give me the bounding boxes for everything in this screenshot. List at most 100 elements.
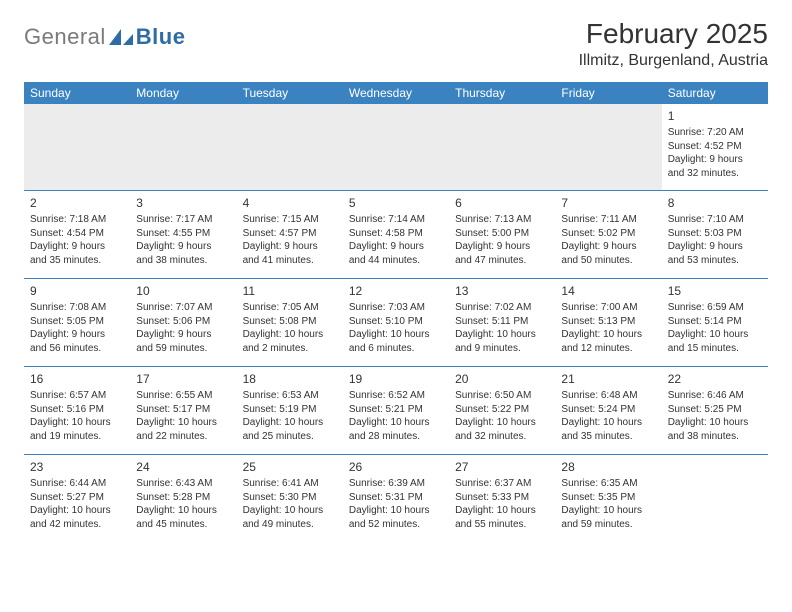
day-dl1-text: Daylight: 10 hours [243,328,337,342]
title-block: February 2025 Illmitz, Burgenland, Austr… [579,18,768,70]
calendar-day-cell: 25Sunrise: 6:41 AMSunset: 5:30 PMDayligh… [237,455,343,543]
calendar-day-cell: 19Sunrise: 6:52 AMSunset: 5:21 PMDayligh… [343,367,449,455]
day-sunrise-text: Sunrise: 6:59 AM [668,301,762,315]
day-sunset-text: Sunset: 5:27 PM [30,491,124,505]
day-number: 22 [668,371,762,387]
day-dl1-text: Daylight: 10 hours [349,504,443,518]
day-dl1-text: Daylight: 10 hours [30,416,124,430]
day-dl2-text: and 9 minutes. [455,342,549,356]
day-dl2-text: and 59 minutes. [136,342,230,356]
calendar-day-cell: 22Sunrise: 6:46 AMSunset: 5:25 PMDayligh… [662,367,768,455]
calendar-day-cell: 16Sunrise: 6:57 AMSunset: 5:16 PMDayligh… [24,367,130,455]
day-sunset-text: Sunset: 5:02 PM [561,227,655,241]
day-sunrise-text: Sunrise: 6:57 AM [30,389,124,403]
day-sunrise-text: Sunrise: 7:07 AM [136,301,230,315]
day-dl1-text: Daylight: 9 hours [668,153,762,167]
day-sunrise-text: Sunrise: 7:02 AM [455,301,549,315]
calendar-day-cell: 26Sunrise: 6:39 AMSunset: 5:31 PMDayligh… [343,455,449,543]
day-dl1-text: Daylight: 9 hours [136,240,230,254]
day-header: Tuesday [237,82,343,104]
day-dl1-text: Daylight: 10 hours [455,328,549,342]
day-number: 10 [136,283,230,299]
day-dl2-text: and 6 minutes. [349,342,443,356]
calendar-day-cell: 23Sunrise: 6:44 AMSunset: 5:27 PMDayligh… [24,455,130,543]
calendar-day-cell: 11Sunrise: 7:05 AMSunset: 5:08 PMDayligh… [237,279,343,367]
day-dl2-text: and 42 minutes. [30,518,124,532]
calendar-day-cell [24,104,130,191]
day-dl2-text: and 12 minutes. [561,342,655,356]
logo-text-blue: Blue [136,24,186,50]
calendar-day-cell: 10Sunrise: 7:07 AMSunset: 5:06 PMDayligh… [130,279,236,367]
day-sunrise-text: Sunrise: 7:20 AM [668,126,762,140]
day-sunset-text: Sunset: 5:25 PM [668,403,762,417]
day-sunset-text: Sunset: 4:58 PM [349,227,443,241]
calendar-day-cell: 2Sunrise: 7:18 AMSunset: 4:54 PMDaylight… [24,191,130,279]
day-dl1-text: Daylight: 9 hours [30,240,124,254]
day-number: 11 [243,283,337,299]
day-sunset-text: Sunset: 5:22 PM [455,403,549,417]
day-dl2-text: and 28 minutes. [349,430,443,444]
day-dl2-text: and 53 minutes. [668,254,762,268]
day-dl2-text: and 55 minutes. [455,518,549,532]
day-sunrise-text: Sunrise: 6:43 AM [136,477,230,491]
day-number: 6 [455,195,549,211]
day-sunrise-text: Sunrise: 7:17 AM [136,213,230,227]
day-dl1-text: Daylight: 10 hours [243,504,337,518]
calendar-week-row: 23Sunrise: 6:44 AMSunset: 5:27 PMDayligh… [24,455,768,543]
day-sunrise-text: Sunrise: 7:14 AM [349,213,443,227]
day-sunrise-text: Sunrise: 6:53 AM [243,389,337,403]
day-dl2-text: and 47 minutes. [455,254,549,268]
day-number: 14 [561,283,655,299]
day-dl2-text: and 22 minutes. [136,430,230,444]
day-sunrise-text: Sunrise: 6:35 AM [561,477,655,491]
day-sunset-text: Sunset: 5:10 PM [349,315,443,329]
day-number: 1 [668,108,762,124]
calendar-day-cell: 5Sunrise: 7:14 AMSunset: 4:58 PMDaylight… [343,191,449,279]
day-dl2-text: and 15 minutes. [668,342,762,356]
calendar-day-cell: 7Sunrise: 7:11 AMSunset: 5:02 PMDaylight… [555,191,661,279]
day-header: Monday [130,82,236,104]
day-sunrise-text: Sunrise: 6:39 AM [349,477,443,491]
day-sunset-text: Sunset: 5:30 PM [243,491,337,505]
day-dl1-text: Daylight: 9 hours [349,240,443,254]
day-dl1-text: Daylight: 10 hours [349,416,443,430]
brand-logo: General Blue [24,24,185,50]
day-sunrise-text: Sunrise: 6:44 AM [30,477,124,491]
day-sunrise-text: Sunrise: 6:37 AM [455,477,549,491]
day-sunrise-text: Sunrise: 7:08 AM [30,301,124,315]
calendar-day-cell: 20Sunrise: 6:50 AMSunset: 5:22 PMDayligh… [449,367,555,455]
day-sunset-text: Sunset: 4:55 PM [136,227,230,241]
day-sunset-text: Sunset: 5:17 PM [136,403,230,417]
day-number: 26 [349,459,443,475]
calendar-day-cell: 6Sunrise: 7:13 AMSunset: 5:00 PMDaylight… [449,191,555,279]
day-dl2-text: and 41 minutes. [243,254,337,268]
calendar-day-cell: 17Sunrise: 6:55 AMSunset: 5:17 PMDayligh… [130,367,236,455]
day-sunrise-text: Sunrise: 7:05 AM [243,301,337,315]
calendar-day-cell [555,104,661,191]
day-number: 17 [136,371,230,387]
day-dl2-text: and 49 minutes. [243,518,337,532]
day-header: Saturday [662,82,768,104]
day-sunset-text: Sunset: 5:33 PM [455,491,549,505]
day-sunset-text: Sunset: 5:16 PM [30,403,124,417]
day-number: 28 [561,459,655,475]
calendar-day-cell: 27Sunrise: 6:37 AMSunset: 5:33 PMDayligh… [449,455,555,543]
day-dl1-text: Daylight: 10 hours [30,504,124,518]
day-sunrise-text: Sunrise: 7:10 AM [668,213,762,227]
day-sunset-text: Sunset: 5:21 PM [349,403,443,417]
day-sunset-text: Sunset: 4:57 PM [243,227,337,241]
day-sunset-text: Sunset: 5:19 PM [243,403,337,417]
logo-text-gray: General [24,24,106,50]
day-sunrise-text: Sunrise: 7:18 AM [30,213,124,227]
calendar-day-cell: 8Sunrise: 7:10 AMSunset: 5:03 PMDaylight… [662,191,768,279]
calendar-week-row: 2Sunrise: 7:18 AMSunset: 4:54 PMDaylight… [24,191,768,279]
calendar-day-cell: 18Sunrise: 6:53 AMSunset: 5:19 PMDayligh… [237,367,343,455]
day-header: Wednesday [343,82,449,104]
day-sunrise-text: Sunrise: 6:46 AM [668,389,762,403]
day-sunrise-text: Sunrise: 7:11 AM [561,213,655,227]
day-number: 12 [349,283,443,299]
day-sunrise-text: Sunrise: 7:13 AM [455,213,549,227]
day-dl2-text: and 2 minutes. [243,342,337,356]
day-sunrise-text: Sunrise: 7:00 AM [561,301,655,315]
calendar-day-cell: 9Sunrise: 7:08 AMSunset: 5:05 PMDaylight… [24,279,130,367]
